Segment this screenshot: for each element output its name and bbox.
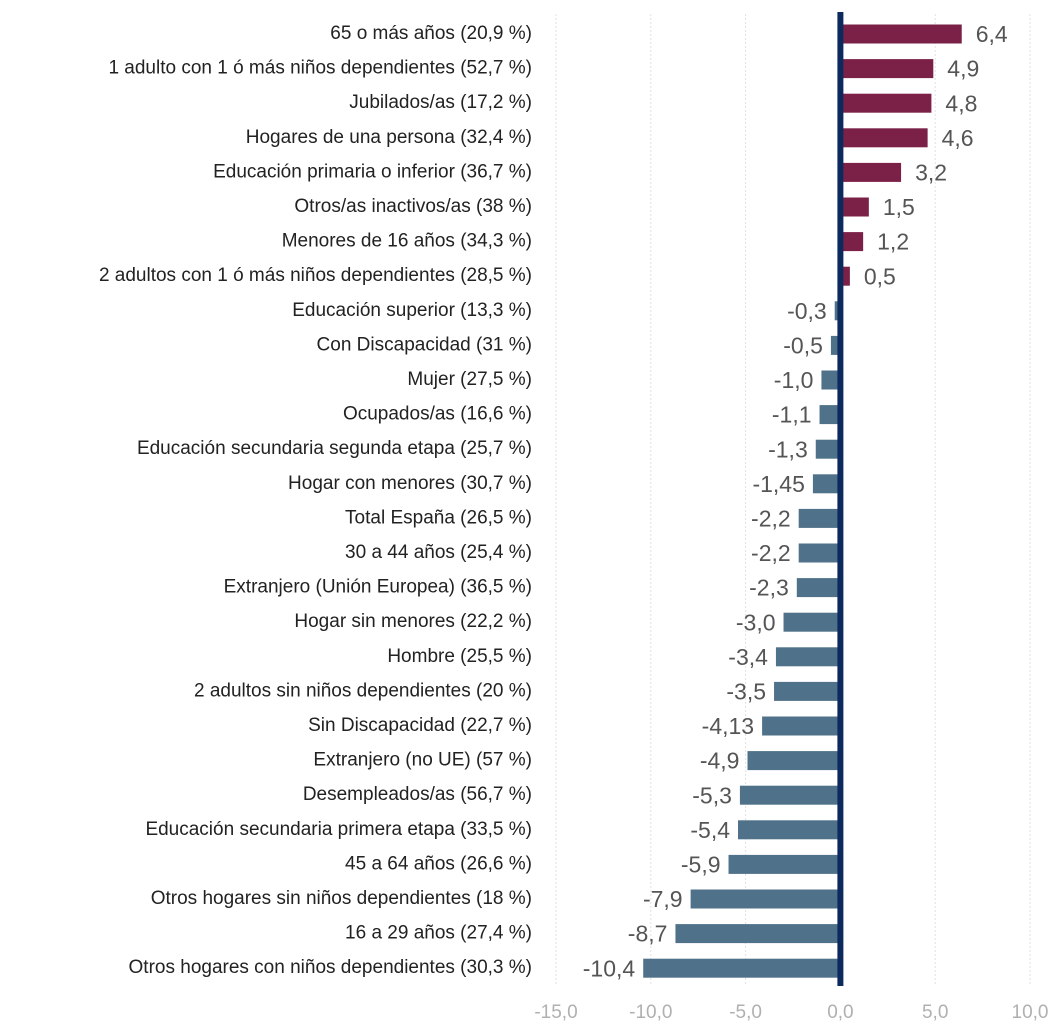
category-label: Desempleados/as (56,7 %) bbox=[303, 784, 532, 805]
category-label: Extranjero (no UE) (57 %) bbox=[313, 750, 532, 771]
bar bbox=[840, 128, 928, 148]
bar bbox=[690, 889, 841, 909]
value-label: -0,5 bbox=[783, 332, 823, 358]
x-tick-label: -5,0 bbox=[729, 1002, 762, 1023]
bar bbox=[840, 266, 850, 286]
value-label: -5,3 bbox=[692, 782, 732, 808]
category-label: Hogar con menores (30,7 %) bbox=[288, 473, 532, 494]
category-label: Total España (26,5 %) bbox=[345, 507, 532, 528]
category-label: Otros hogares sin niños dependientes (18… bbox=[151, 888, 532, 909]
value-label: -1,3 bbox=[768, 436, 808, 462]
category-label: 1 adulto con 1 ó más niños dependientes … bbox=[108, 58, 532, 79]
category-label: Hogar sin menores (22,2 %) bbox=[294, 611, 532, 632]
bar bbox=[738, 820, 841, 840]
value-label: -5,4 bbox=[690, 817, 730, 843]
bar bbox=[840, 93, 932, 113]
category-label: Ocupados/as (16,6 %) bbox=[343, 404, 532, 425]
category-label: Hogares de una persona (32,4 %) bbox=[246, 127, 532, 148]
bar bbox=[774, 681, 841, 701]
bar bbox=[798, 508, 841, 528]
category-label: Educación secundaria primera etapa (33,5… bbox=[145, 819, 532, 840]
bar bbox=[815, 439, 841, 459]
x-tick-label: -15,0 bbox=[534, 1002, 577, 1023]
bar bbox=[728, 854, 841, 874]
value-label: 1,5 bbox=[883, 194, 915, 220]
category-label: Educación secundaria segunda etapa (25,7… bbox=[137, 438, 532, 459]
x-tick-label: 0,0 bbox=[827, 1002, 853, 1023]
category-label: 30 a 44 años (25,4 %) bbox=[345, 542, 532, 563]
value-label: 6,4 bbox=[976, 21, 1008, 47]
bar bbox=[840, 162, 902, 182]
bar bbox=[762, 716, 841, 736]
bar bbox=[783, 612, 841, 632]
value-label: -3,0 bbox=[736, 609, 776, 635]
category-label: Otros/as inactivos/as (38 %) bbox=[294, 196, 532, 217]
value-label: -1,45 bbox=[752, 471, 804, 497]
value-label: -1,0 bbox=[774, 367, 814, 393]
value-label: -3,5 bbox=[726, 678, 766, 704]
x-tick-label: 10,0 bbox=[1012, 1002, 1049, 1023]
bar bbox=[821, 370, 841, 390]
category-label: Menores de 16 años (34,3 %) bbox=[282, 231, 532, 252]
value-label: -2,3 bbox=[749, 575, 789, 601]
value-label: -0,3 bbox=[787, 298, 827, 324]
category-label: 45 a 64 años (26,6 %) bbox=[345, 853, 532, 874]
category-label: 2 adultos con 1 ó más niños dependientes… bbox=[99, 265, 532, 286]
category-label: Mujer (27,5 %) bbox=[407, 369, 532, 390]
category-label: 16 a 29 años (27,4 %) bbox=[345, 923, 532, 944]
value-label: 0,5 bbox=[864, 263, 896, 289]
bar bbox=[796, 578, 841, 598]
value-label: -5,9 bbox=[681, 851, 721, 877]
category-label: Extranjero (Unión Europea) (36,5 %) bbox=[224, 577, 532, 598]
value-label: 4,6 bbox=[942, 125, 974, 151]
bar bbox=[739, 785, 841, 805]
bar bbox=[775, 647, 841, 667]
category-label: Educación superior (13,3 %) bbox=[292, 300, 532, 321]
value-label: -4,13 bbox=[702, 713, 754, 739]
bar bbox=[840, 197, 869, 217]
bar bbox=[812, 474, 841, 494]
value-label: -4,9 bbox=[700, 748, 740, 774]
value-label: 3,2 bbox=[915, 159, 947, 185]
bar bbox=[675, 924, 841, 944]
value-label: 4,8 bbox=[945, 90, 977, 116]
bar bbox=[819, 405, 841, 425]
value-label: 4,9 bbox=[947, 56, 979, 82]
category-label: Sin Discapacidad (22,7 %) bbox=[308, 715, 532, 736]
bar bbox=[840, 24, 962, 44]
category-label: Jubilados/as (17,2 %) bbox=[349, 92, 532, 113]
category-label: Con Discapacidad (31 %) bbox=[317, 334, 532, 355]
bar bbox=[840, 59, 934, 79]
value-label: -8,7 bbox=[628, 921, 668, 947]
value-label: -3,4 bbox=[728, 644, 768, 670]
category-label: 65 o más años (20,9 %) bbox=[330, 23, 532, 44]
bar bbox=[830, 335, 841, 355]
bar bbox=[643, 958, 841, 978]
value-label: -2,2 bbox=[751, 505, 791, 531]
x-tick-label: 5,0 bbox=[922, 1002, 948, 1023]
bar bbox=[840, 232, 864, 252]
value-label: -10,4 bbox=[583, 955, 636, 981]
value-label: -2,2 bbox=[751, 540, 791, 566]
category-label: 2 adultos sin niños dependientes (20 %) bbox=[194, 680, 532, 701]
x-tick-label: -10,0 bbox=[629, 1002, 672, 1023]
category-label: Hombre (25,5 %) bbox=[387, 646, 532, 667]
bar bbox=[747, 751, 841, 771]
category-label: Educación primaria o inferior (36,7 %) bbox=[213, 161, 532, 182]
value-label: -7,9 bbox=[643, 886, 683, 912]
category-label: Otros hogares con niños dependientes (30… bbox=[129, 957, 532, 978]
value-label: -1,1 bbox=[772, 402, 812, 428]
value-label: 1,2 bbox=[877, 229, 909, 255]
bar bbox=[798, 543, 841, 563]
